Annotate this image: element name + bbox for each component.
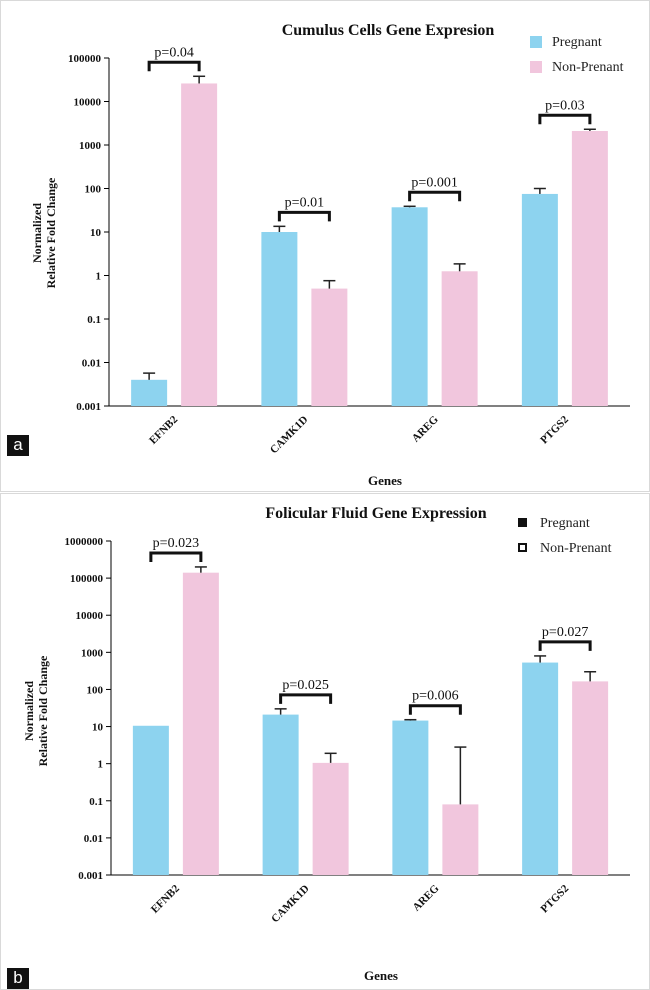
- bar-areg-pregnant: [392, 720, 429, 875]
- y-axis-label-line: Normalized: [30, 203, 44, 263]
- y-tick-label: 10: [92, 722, 104, 734]
- y-tick-label: 1: [98, 759, 104, 771]
- follicular-fluid-chart: Folicular Fluid Gene Expression 0.001 0.01…: [22, 505, 630, 983]
- bar-camk1d-pregnant: [261, 232, 298, 406]
- y-tick-label: 0.001: [76, 401, 101, 413]
- cumulus-cells-chart: Cumulus Cells Gene Expresion 0.001 0.01 0.1…: [30, 22, 630, 488]
- bar-camk1d-non-prenant: [311, 288, 348, 406]
- significance-bracket: [408, 704, 462, 715]
- legend-label-non-prenant: Non-Prenant: [540, 541, 612, 556]
- bar-areg-non-prenant: [442, 804, 479, 875]
- legend-label-non-prenant: Non-Prenant: [552, 60, 624, 75]
- x-tick-label-areg: AREG: [411, 882, 442, 913]
- x-axis-label: Genes: [364, 968, 398, 983]
- p-value-label: p=0.001: [411, 175, 457, 190]
- y-axis-label-line: Normalized: [22, 681, 36, 741]
- y-axis-label-line: Relative Fold Change: [36, 655, 50, 766]
- chart-title: Cumulus Cells Gene Expresion: [282, 22, 495, 39]
- y-tick-label: 10000: [74, 97, 102, 109]
- bar-areg-pregnant: [391, 207, 428, 406]
- panel-label-a: a: [7, 435, 29, 456]
- x-tick-label-camk1d: CAMK1D: [268, 414, 311, 457]
- y-tick-label: 0.001: [78, 870, 103, 882]
- y-tick-label: 0.1: [87, 314, 101, 326]
- y-tick-label: 1: [96, 271, 102, 283]
- significance-bracket: [408, 190, 462, 202]
- p-value-label: p=0.01: [285, 195, 324, 210]
- x-axis-label: Genes: [368, 473, 402, 488]
- y-tick-label: 0.1: [89, 796, 103, 808]
- x-tick-label-efnb2: EFNB2: [149, 882, 182, 915]
- y-tick-label: 100: [87, 684, 104, 696]
- significance-bracket: [538, 113, 592, 125]
- x-tick-label-camk1d: CAMK1D: [269, 883, 312, 926]
- y-tick-label: 0.01: [84, 833, 103, 845]
- p-value-label: p=0.03: [545, 98, 584, 113]
- bar-ptgs2-pregnant: [521, 193, 558, 406]
- legend-swatch-pregnant: [530, 36, 542, 48]
- p-value-label: p=0.023: [153, 536, 199, 551]
- y-tick-label: 100: [85, 184, 102, 196]
- y-tick-label: 10000: [76, 610, 104, 622]
- p-value-label: p=0.04: [154, 45, 193, 60]
- x-tick-label-ptgs2: PTGS2: [539, 882, 572, 915]
- bar-camk1d-pregnant: [262, 714, 299, 875]
- bar-efnb2-non-prenant: [181, 83, 218, 406]
- bar-efnb2-pregnant: [132, 725, 169, 875]
- significance-bracket: [277, 210, 331, 222]
- significance-bracket: [149, 551, 203, 562]
- significance-bracket: [538, 640, 592, 651]
- y-axis-label-line: Relative Fold Change: [44, 177, 58, 288]
- legend-label-pregnant: Pregnant: [552, 35, 602, 50]
- p-value-label: p=0.006: [412, 689, 458, 704]
- bar-efnb2-pregnant: [131, 379, 168, 406]
- x-tick-label-efnb2: EFNB2: [147, 413, 180, 446]
- y-tick-label: 1000: [79, 140, 102, 152]
- bar-ptgs2-non-prenant: [572, 681, 609, 875]
- p-value-label: p=0.027: [542, 625, 588, 640]
- y-axis-label: NormalizedRelative Fold Change: [22, 655, 50, 766]
- significance-bracket: [147, 60, 201, 72]
- bar-ptgs2-non-prenant: [571, 130, 608, 406]
- legend-marker-pregnant: [518, 518, 527, 527]
- bar-camk1d-non-prenant: [312, 762, 349, 875]
- legend-marker-non-prenant: [518, 543, 527, 552]
- x-tick-label-areg: AREG: [410, 413, 441, 444]
- y-tick-label: 100000: [68, 53, 102, 65]
- y-tick-label: 1000: [81, 647, 104, 659]
- legend-label-pregnant: Pregnant: [540, 516, 590, 531]
- y-tick-label: 10: [90, 227, 102, 239]
- bar-areg-non-prenant: [441, 271, 478, 406]
- chart-title: Folicular Fluid Gene Expression: [265, 505, 486, 522]
- p-value-label: p=0.025: [282, 678, 328, 693]
- bar-ptgs2-pregnant: [522, 662, 559, 875]
- bar-efnb2-non-prenant: [182, 572, 219, 875]
- legend-swatch-non-prenant: [530, 61, 542, 73]
- y-tick-label: 100000: [70, 573, 104, 585]
- panel-label-b: b: [7, 968, 29, 989]
- y-axis-label: NormalizedRelative Fold Change: [30, 177, 58, 288]
- x-tick-label-ptgs2: PTGS2: [538, 413, 571, 446]
- significance-bracket: [279, 693, 333, 704]
- y-tick-label: 0.01: [82, 358, 101, 370]
- y-tick-label: 1000000: [65, 536, 104, 548]
